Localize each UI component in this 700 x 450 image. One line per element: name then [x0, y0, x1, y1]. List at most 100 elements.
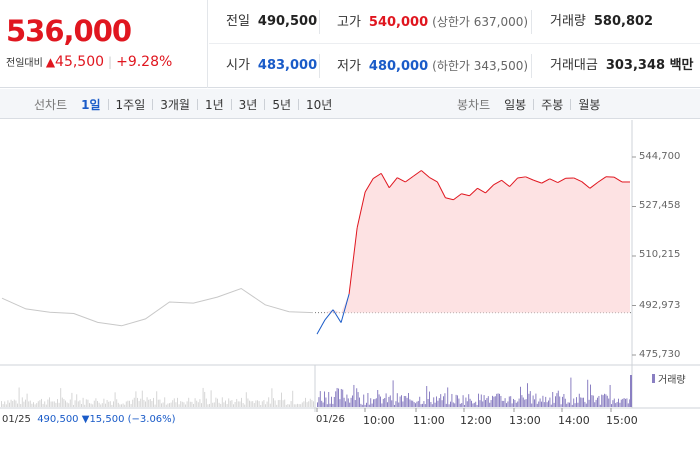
volume-bar [57, 399, 58, 407]
candle-weekly[interactable]: 주봉 [541, 97, 564, 112]
volume-bar [234, 401, 236, 407]
volume-bar [221, 397, 223, 407]
volume-bar [257, 400, 258, 407]
change-row: 전일대비 ▲45,500 | +9.28% [6, 54, 172, 70]
volume-bar [141, 390, 143, 407]
volume-bar [535, 393, 537, 407]
volume-bar [373, 399, 374, 407]
chart-canvas[interactable] [0, 120, 700, 450]
period-1d[interactable]: 1일 [81, 97, 101, 112]
volume-bar [268, 397, 270, 407]
y-tick-label: 527,458 [639, 200, 681, 211]
period-10y[interactable]: 10년 [306, 97, 333, 112]
volume-bar [313, 401, 314, 407]
volume-bar [119, 404, 121, 407]
volume-bar [599, 404, 601, 407]
volume-bar [385, 393, 387, 407]
volume-bar [122, 403, 124, 407]
volume-bar [409, 399, 411, 407]
volume-bar [452, 402, 454, 407]
volume-bar [469, 398, 471, 407]
volume-bar [398, 402, 400, 407]
volume-bar [244, 404, 246, 407]
volume-bar [231, 400, 233, 407]
volume-bar [597, 397, 598, 407]
volume-bar [576, 397, 577, 407]
volume-bar [197, 402, 199, 407]
volume-bar [135, 391, 137, 407]
volume-bar [21, 397, 23, 407]
volume-bar [492, 395, 493, 407]
y-tick-label: 510,215 [639, 249, 681, 260]
volume-bar [292, 390, 294, 407]
volume-bar [548, 400, 549, 407]
period-1y[interactable]: 1년 [204, 97, 224, 112]
period-1w[interactable]: 1주일 [115, 97, 146, 112]
volume-bar [420, 404, 422, 407]
period-3m[interactable]: 3개월 [160, 97, 190, 112]
volume-bar [42, 403, 44, 407]
volume-legend: 거래량 [652, 371, 686, 386]
volume-bar [271, 388, 273, 407]
volume-bar [339, 399, 341, 407]
volume-bar [63, 399, 65, 407]
period-5y[interactable]: 5년 [272, 97, 292, 112]
volume-bar [406, 397, 408, 407]
volume-bar [239, 401, 241, 407]
volume-bar [37, 401, 39, 407]
volume-bar [496, 393, 498, 407]
volume-bar [69, 399, 71, 407]
volume-bar [170, 402, 172, 407]
volume-bar [415, 403, 416, 407]
volume-bar [538, 401, 540, 407]
stat-high: 고가 540,000 (상한가 637,000) [337, 15, 529, 30]
volume-bar [140, 398, 142, 407]
volume-bar [507, 401, 509, 407]
candle-monthly[interactable]: 월봉 [578, 97, 601, 112]
volume-bar [396, 393, 398, 407]
volume-bar [608, 398, 610, 407]
volume-bar [434, 402, 436, 407]
volume-bar [450, 401, 451, 407]
volume-bar [39, 400, 41, 407]
divider [298, 98, 300, 110]
volume-bar [109, 401, 111, 407]
volume-bar [157, 399, 159, 407]
prev-day-change: 15,500 [89, 414, 125, 425]
volume-bar [93, 400, 95, 407]
y-tick-label: 492,973 [639, 300, 681, 311]
divider [107, 98, 109, 110]
volume-bar [444, 393, 446, 407]
y-tick-label: 475,730 [639, 349, 681, 360]
volume-bar [226, 404, 228, 407]
volume-bar [113, 401, 114, 407]
candle-daily[interactable]: 일봉 [504, 97, 527, 112]
volume-bar [105, 403, 106, 407]
volume-bar [335, 391, 337, 407]
volume-bar [194, 398, 196, 407]
divider [196, 98, 198, 110]
volume-bar [325, 397, 327, 407]
volume-bar [510, 396, 512, 407]
volume-bar [249, 400, 250, 407]
volume-bar [476, 404, 478, 407]
volume-bar [185, 404, 186, 407]
volume-bar [564, 398, 566, 407]
volume-bar [65, 400, 66, 407]
volume-bar [504, 398, 506, 407]
volume-bar [77, 401, 79, 407]
volume-bar [127, 400, 129, 407]
volume-bar [132, 399, 134, 407]
today-line-segment [436, 181, 446, 198]
period-3y[interactable]: 3년 [238, 97, 258, 112]
volume-bar [602, 395, 604, 407]
volume-bar [311, 400, 313, 407]
volume-bar [233, 404, 234, 407]
volume-bar [405, 396, 407, 407]
volume-bar [55, 402, 57, 407]
volume-bar [503, 400, 505, 407]
volume-bar [604, 393, 605, 407]
divider [264, 98, 266, 110]
volume-bar [580, 397, 582, 407]
price-chart[interactable]: 544,700 527,458 510,215 492,973 475,730 … [0, 120, 700, 450]
